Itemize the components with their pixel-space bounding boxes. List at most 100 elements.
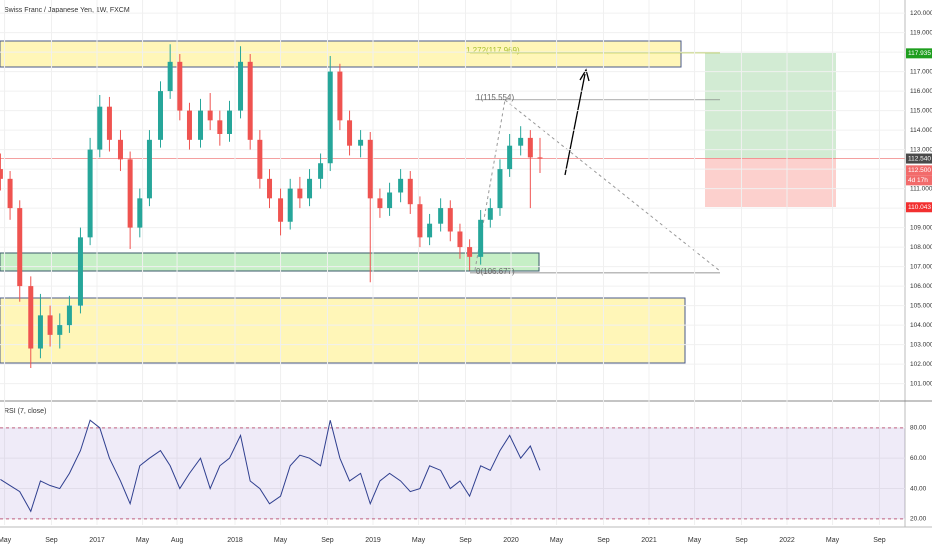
- candle-body: [537, 157, 543, 159]
- zone: [0, 40, 682, 68]
- fib-label: 1(115.554): [476, 93, 514, 102]
- y-tick-label: 80.00: [910, 425, 927, 432]
- candle-body: [226, 110, 232, 134]
- indicator-title: RSI (7, close): [4, 408, 46, 415]
- y-tick-label: 103.000: [910, 341, 932, 348]
- x-tick-label: Sep: [873, 537, 886, 544]
- countdown-tag: [906, 175, 932, 186]
- candle-body: [478, 219, 484, 257]
- price-tag-label: 112.500: [908, 167, 931, 174]
- candle-body: [127, 159, 133, 228]
- chart-title: Swiss Franc / Japanese Yen, 1W, FXCM: [4, 7, 130, 14]
- x-tick-label: May: [688, 537, 702, 544]
- y-tick-label: 40.00: [910, 485, 927, 492]
- candle-body: [377, 198, 383, 209]
- fib-label: 0(106.677): [476, 267, 515, 276]
- price-tag: [906, 48, 932, 59]
- candle-body: [467, 247, 473, 257]
- zone: [0, 297, 686, 364]
- x-tick-label: Sep: [459, 537, 472, 544]
- y-tick-label: 113.000: [910, 146, 932, 153]
- candle-body: [117, 139, 123, 160]
- candle-body: [387, 192, 393, 209]
- candle-body: [37, 315, 43, 349]
- candle-body: [0, 169, 3, 179]
- candle-body: [238, 61, 244, 111]
- candle-body: [497, 169, 503, 209]
- candle-body: [257, 139, 263, 179]
- y-tick-label: 120.000: [910, 10, 932, 17]
- rsi-band: [0, 427, 905, 519]
- candle-body: [347, 120, 353, 146]
- x-tick-label: Sep: [735, 537, 748, 544]
- trend-line: [504, 99, 721, 272]
- candle-body: [337, 71, 343, 121]
- candle-body: [457, 231, 463, 248]
- candle-body: [427, 223, 433, 238]
- y-tick-label: 20.00: [910, 516, 927, 523]
- y-tick-label: 117.000: [910, 68, 932, 75]
- candle-body: [327, 71, 333, 164]
- candle-body: [297, 188, 303, 199]
- x-tick-label: 2017: [89, 537, 105, 544]
- candle-body: [7, 178, 13, 209]
- y-tick-label: 107.000: [910, 263, 932, 270]
- y-tick-label: 106.000: [910, 283, 932, 290]
- candle-body: [17, 208, 23, 287]
- x-tick-label: 2019: [365, 537, 381, 544]
- x-tick-label: May: [550, 537, 564, 544]
- candle-body: [137, 198, 143, 228]
- candle-body: [417, 204, 423, 238]
- trend-line: [474, 99, 506, 271]
- price-tag: [906, 165, 932, 176]
- price-tag: [906, 153, 932, 164]
- candle-body: [447, 208, 453, 232]
- y-tick-label: 102.000: [910, 361, 932, 368]
- y-tick-label: 105.000: [910, 302, 932, 309]
- candle-body: [487, 208, 493, 220]
- candle-body: [318, 163, 324, 179]
- countdown-label: 4d 17h: [908, 177, 928, 184]
- target-zone: [705, 53, 836, 158]
- candle-body: [358, 139, 364, 146]
- fib-label: 1.272(117.969): [466, 46, 520, 55]
- candle-body: [177, 61, 183, 111]
- price-tag-label: 110.043: [908, 204, 931, 211]
- x-tick-label: May: [274, 537, 288, 544]
- candle-body: [507, 145, 513, 170]
- y-tick-label: 109.000: [910, 224, 932, 231]
- x-tick-label: May: [826, 537, 840, 544]
- candle-body: [527, 137, 533, 158]
- x-tick-label: May: [136, 537, 150, 544]
- candle-body: [307, 178, 313, 199]
- rsi-line: [0, 419, 541, 513]
- candle-body: [186, 110, 192, 140]
- price-tag-label: 117.935: [908, 50, 931, 57]
- x-tick-label: 2018: [227, 537, 243, 544]
- candle-body: [407, 178, 413, 205]
- y-tick-label: 114.000: [910, 127, 932, 134]
- y-tick-label: 119.000: [910, 29, 932, 36]
- y-tick-label: 115.000: [910, 107, 932, 114]
- x-tick-label: 2020: [503, 537, 519, 544]
- stop-zone: [705, 158, 836, 207]
- candle-body: [146, 139, 152, 199]
- candle-body: [167, 61, 173, 92]
- x-tick-label: Sep: [597, 537, 610, 544]
- y-tick-label: 60.00: [910, 455, 927, 462]
- candle-body: [267, 178, 273, 199]
- arrow: [564, 73, 586, 176]
- candle-body: [66, 305, 72, 326]
- candle-body: [247, 61, 253, 140]
- candle-body: [57, 325, 63, 335]
- candle-body: [77, 237, 83, 306]
- candle-body: [398, 178, 404, 193]
- candle-body: [287, 188, 293, 222]
- candle-body: [106, 106, 112, 140]
- candle-body: [157, 91, 163, 140]
- x-tick-label: 2022: [779, 537, 795, 544]
- candle-body: [217, 120, 223, 134]
- candle-body: [47, 315, 53, 335]
- price-tag-label: 112.540: [908, 155, 931, 162]
- y-tick-label: 116.000: [910, 88, 932, 95]
